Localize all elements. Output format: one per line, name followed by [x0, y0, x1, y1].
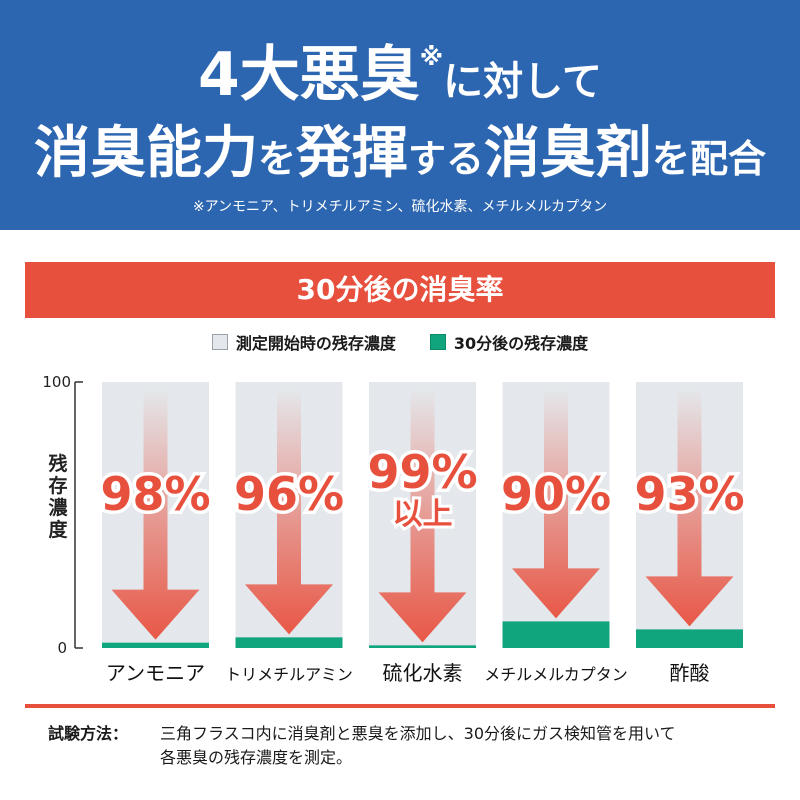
legend-label-after: 30分後の残存濃度: [453, 334, 589, 353]
headline-line-2: 消臭能力を発揮する消臭剤を配合: [0, 108, 800, 189]
category-label: 硫化水素: [383, 661, 463, 685]
headline-part: 消臭能力: [33, 121, 258, 186]
headline-part: 消臭剤: [484, 121, 652, 186]
test-method: 試験方法： 三角フラスコ内に消臭剤と悪臭を添加し、30分後にガス検知管を用いて …: [48, 722, 750, 770]
test-method-line: 各悪臭の残存濃度を測定。: [160, 748, 353, 767]
bar-after: [102, 642, 209, 648]
headline-suffix: に対して: [443, 59, 602, 105]
test-method-label: 試験方法：: [48, 724, 129, 743]
category-label: メチルメルカプタン: [484, 665, 628, 684]
footnote-text: ※アンモニア、トリメチルアミン、硫化水素、メチルメルカプタン: [192, 199, 608, 215]
bar-after: [502, 621, 610, 648]
chart-title: 30分後の消臭率: [25, 262, 775, 318]
reduction-label: 98%: [100, 467, 210, 521]
y-tick-label: 0: [57, 639, 67, 657]
headline-line-1: 4大悪臭※に対して: [0, 26, 800, 113]
legend-label-initial: 測定開始時の残存濃度: [235, 334, 396, 353]
headline-part: を配合: [652, 137, 767, 181]
legend-item-initial: 測定開始時の残存濃度: [211, 330, 396, 354]
section-divider: [25, 704, 775, 708]
header-banner: 4大悪臭※に対して 消臭能力を発揮する消臭剤を配合 ※アンモニア、トリメチルアミ…: [0, 0, 800, 230]
legend-swatch-green: [429, 334, 446, 350]
y-axis-label: 残存濃度: [48, 452, 68, 541]
headline-part: を: [257, 137, 296, 181]
chart-legend: 測定開始時の残存濃度 30分後の残存濃度: [0, 330, 800, 354]
footnote-mark: ※: [419, 43, 444, 71]
headline-main: 4大悪臭: [198, 40, 420, 110]
bar-after: [636, 629, 743, 648]
headline-part: する: [407, 137, 484, 181]
reduction-label: 96%: [234, 467, 344, 521]
reduction-arrow: [245, 388, 333, 635]
reduction-arrow: [378, 388, 467, 643]
reduction-label: 99%: [367, 445, 477, 499]
legend-swatch-gray: [211, 334, 228, 350]
reduction-sublabel: 以上: [393, 497, 453, 532]
headline-part: 発揮: [295, 121, 408, 186]
reduction-arrow: [512, 388, 600, 619]
reduction-arrow: [645, 388, 734, 627]
test-method-line: 三角フラスコ内に消臭剤と悪臭を添加し、30分後にガス検知管を用いて: [160, 724, 676, 743]
category-label: アンモニア: [106, 661, 205, 685]
legend-item-after: 30分後の残存濃度: [429, 330, 589, 354]
reduction-label: 93%: [634, 467, 744, 521]
category-label: 酢酸: [670, 661, 710, 685]
y-tick-label: 100: [42, 373, 71, 391]
bar-after: [235, 637, 343, 648]
category-label: トリメチルアミン: [225, 665, 353, 684]
test-method-text: 三角フラスコ内に消臭剤と悪臭を添加し、30分後にガス検知管を用いて 各悪臭の残存…: [160, 722, 750, 770]
bar-after: [369, 645, 476, 648]
reduction-arrow: [111, 388, 200, 640]
reduction-label: 90%: [501, 467, 611, 521]
